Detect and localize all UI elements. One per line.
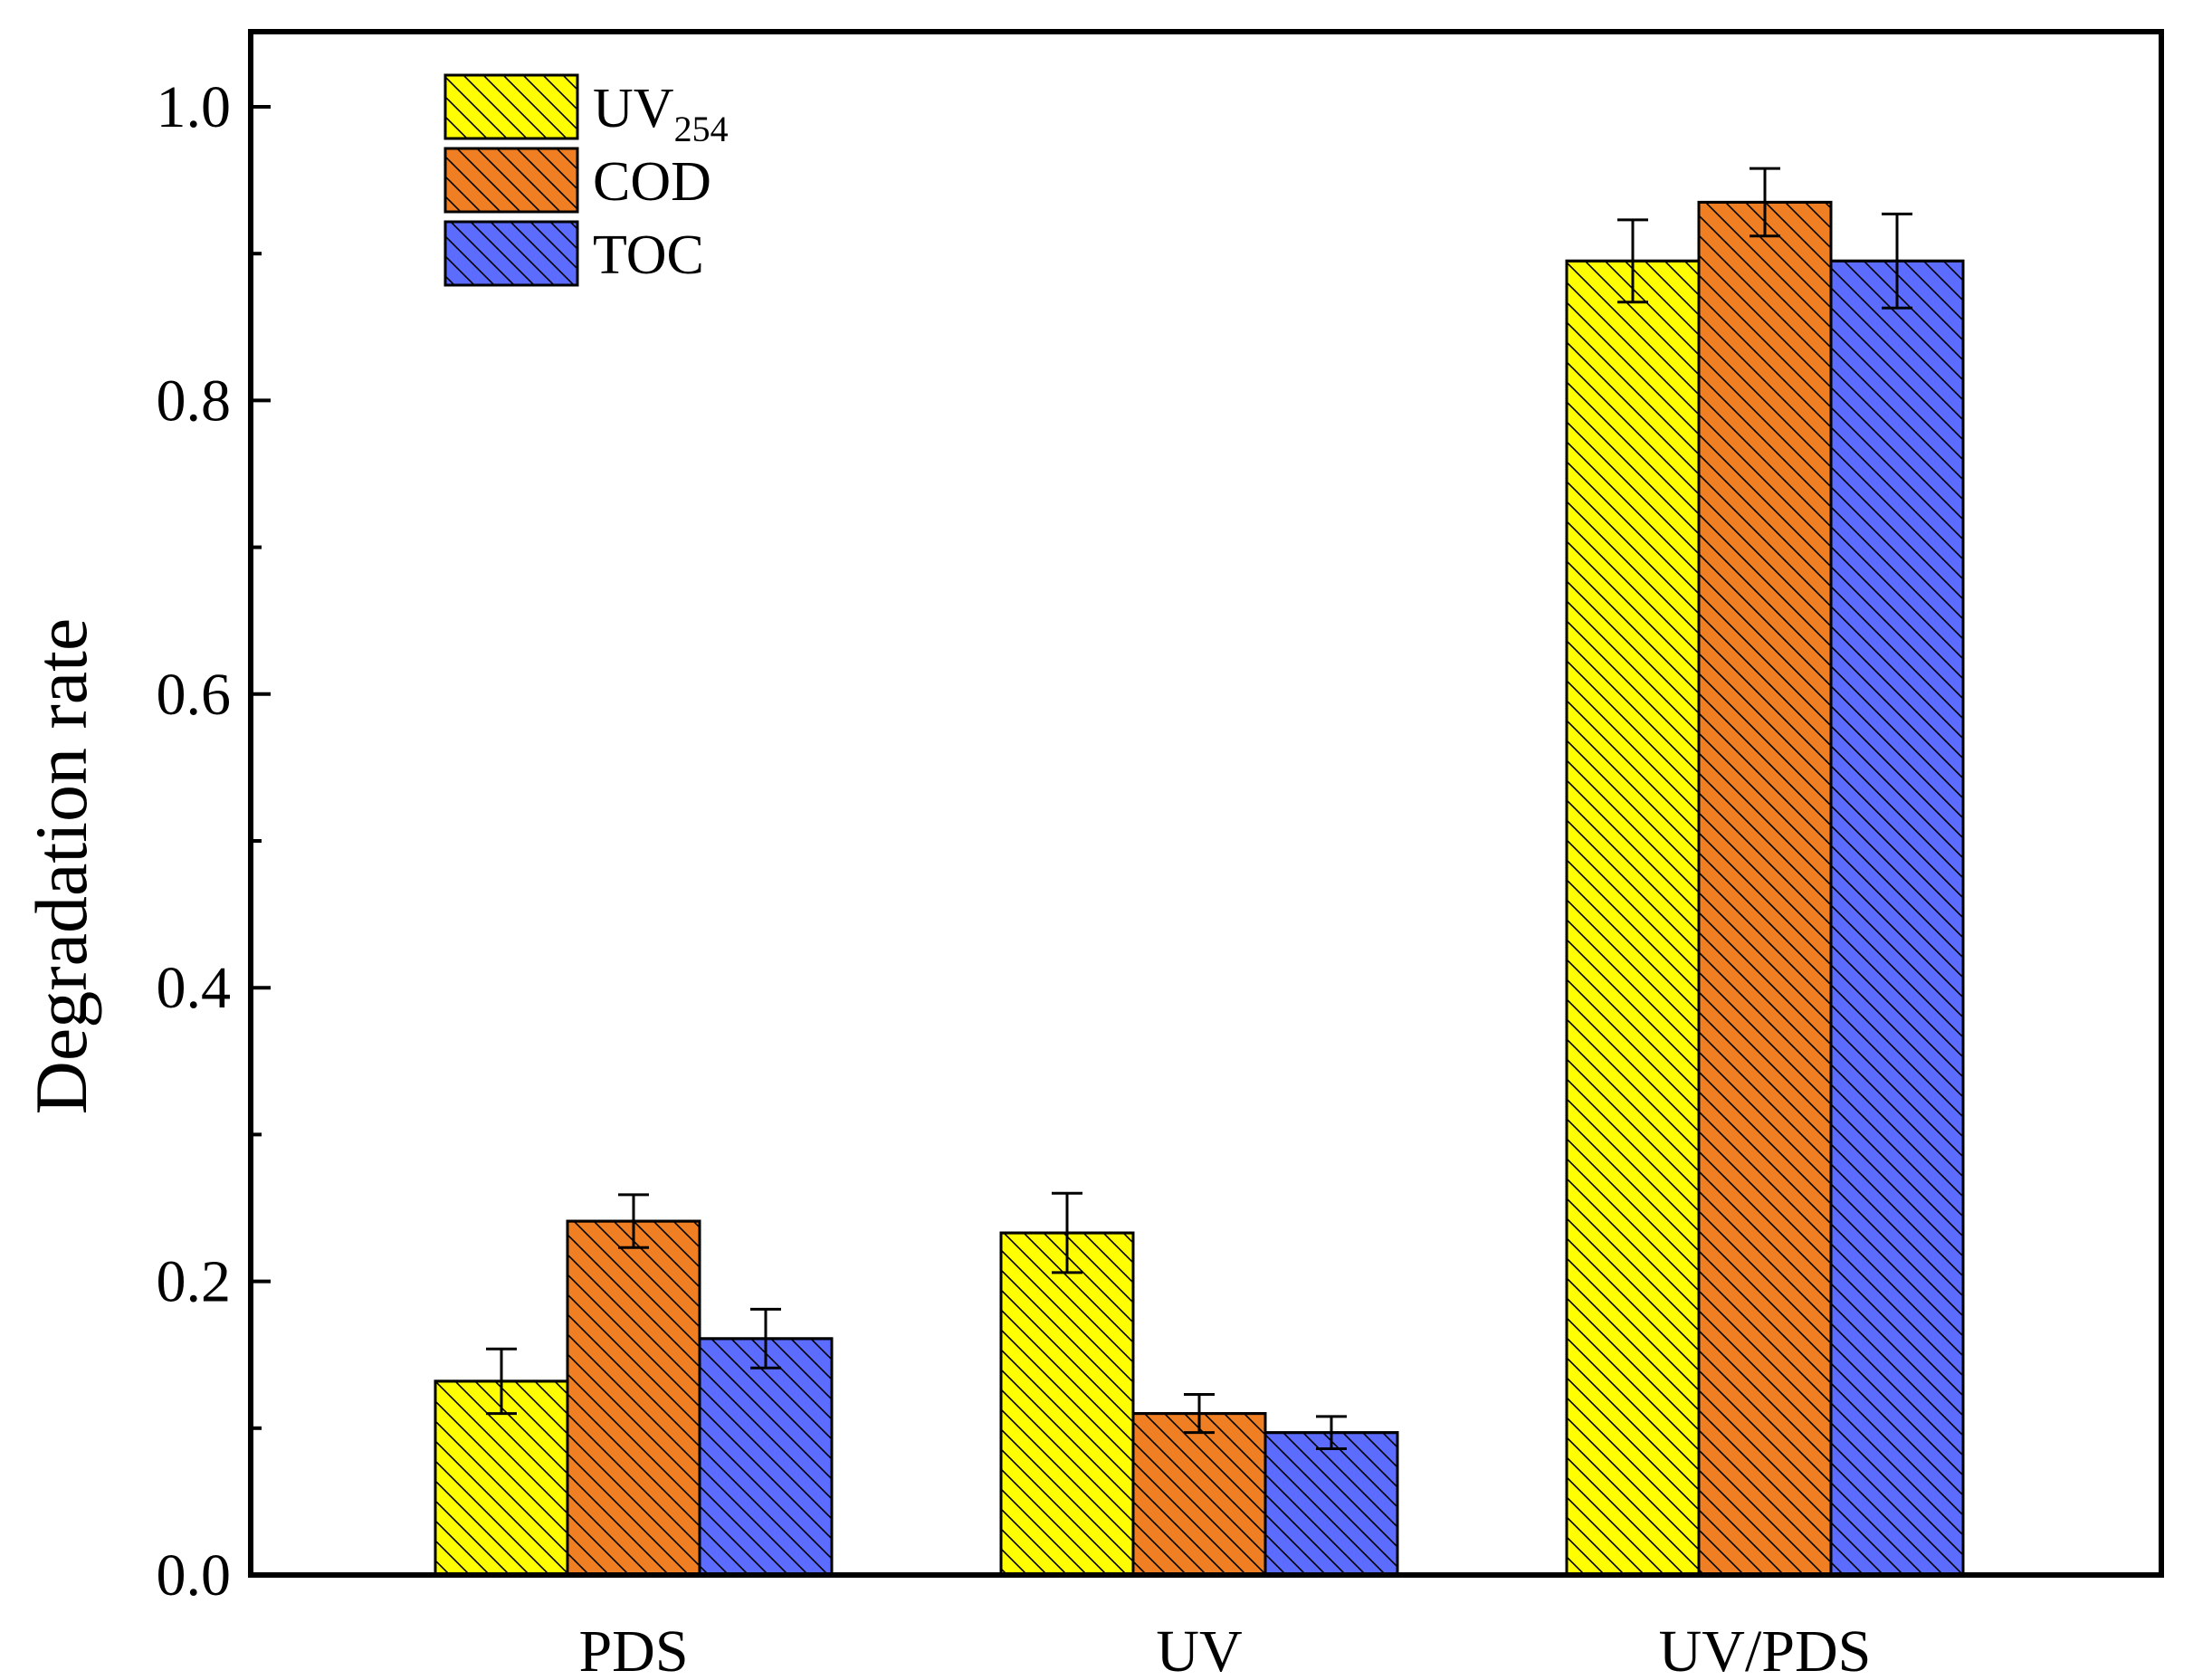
y-tick-label: 0.8 [157, 368, 232, 434]
bar-hatch [1697, 200, 1833, 1577]
y-tick-label: 1.0 [157, 74, 232, 140]
x-tick-label: PDS [578, 1618, 688, 1680]
bar-hatch [999, 1231, 1135, 1577]
x-tick-label: UV [1156, 1618, 1242, 1680]
bar-hatch [698, 1337, 834, 1577]
legend-label: TOC [593, 224, 704, 286]
bars-layer [434, 200, 1965, 1577]
bar-hatch [1131, 1412, 1267, 1577]
y-tick-label: 0.0 [157, 1542, 232, 1608]
y-tick-label: 0.2 [157, 1249, 232, 1315]
bar-hatch [566, 1219, 701, 1577]
legend-label-text: TOC [593, 224, 704, 286]
y-axis-label: Degradation rate [20, 618, 102, 1115]
legend-swatch-hatch [443, 73, 579, 140]
bar-hatch [1263, 1431, 1399, 1577]
errorbars-layer [486, 167, 1912, 1451]
legend-label: COD [593, 151, 711, 213]
legend-label: UV254 [593, 78, 729, 149]
legend-label-text: COD [593, 151, 711, 213]
x-tick-label: UV/PDS [1659, 1618, 1872, 1680]
legend-swatch-hatch [443, 147, 579, 214]
legend-swatch-hatch [443, 220, 579, 287]
y-tick-label: 0.6 [157, 662, 232, 728]
plot-frame [248, 29, 2164, 1578]
bar-hatch [1565, 259, 1701, 1577]
x-axis: PDS UV UV/PDS [578, 1618, 1871, 1680]
y-axis: 0.0 0.2 0.4 0.6 0.8 1.0 [157, 74, 271, 1608]
bar-hatch [1829, 259, 1965, 1577]
legend-label-text: UV [593, 78, 674, 139]
legend-label-subscript: 254 [674, 109, 729, 149]
y-tick-label: 0.4 [157, 955, 232, 1021]
